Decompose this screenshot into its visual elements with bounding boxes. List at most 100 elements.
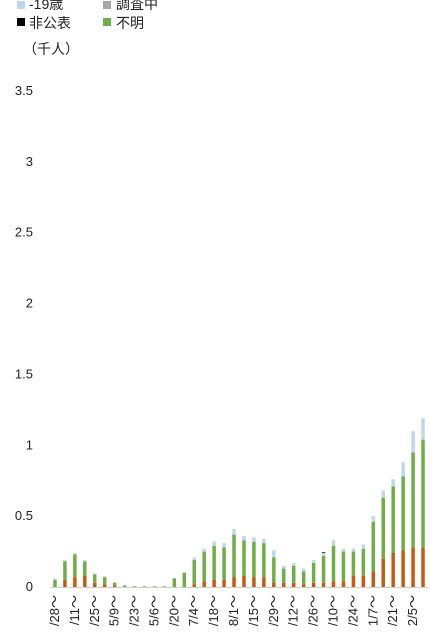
bar-segment	[331, 540, 336, 546]
bar-segment	[102, 584, 107, 587]
bar-segment	[321, 552, 326, 553]
y-tick-label: 3.5	[15, 83, 33, 98]
bar-segment	[122, 585, 127, 587]
bar-segment	[371, 516, 376, 522]
bar-segment	[391, 486, 395, 553]
bar-segment	[172, 578, 177, 587]
bar-segment	[63, 579, 67, 587]
bar-segment	[391, 552, 395, 587]
bar-segment	[421, 439, 425, 548]
bar-segment	[411, 431, 415, 453]
x-tick-label: /12～	[286, 595, 301, 626]
bar-segment	[83, 575, 87, 587]
bar-segment	[212, 545, 216, 580]
bar-segment	[361, 575, 366, 587]
bar-segment	[301, 584, 306, 587]
x-tick-label: /10～	[326, 595, 341, 626]
x-tick-label: 8/1～	[226, 595, 241, 626]
bar-segment	[262, 577, 266, 587]
x-tick-label: 1/7～	[365, 595, 380, 626]
bar-segment	[311, 562, 316, 583]
y-axis-ticks: 0 0.5 1 1.5 2 2.5 3 3.5	[15, 83, 33, 594]
y-tick-label: 0.5	[15, 508, 33, 523]
bar-segment	[242, 535, 246, 541]
bar-segment	[122, 584, 127, 586]
bar-segment	[112, 585, 117, 587]
bar-segment	[252, 577, 256, 587]
bar-segment	[291, 582, 296, 587]
y-tick-label: 1.5	[15, 366, 33, 381]
x-tick-label: /15～	[246, 595, 261, 626]
x-tick-label: /18～	[206, 595, 221, 626]
legend-label-unknown: 不明	[116, 15, 144, 31]
legend-label-under19: -19歳	[29, 0, 63, 12]
bar-segment	[272, 550, 276, 558]
bar-segment	[411, 547, 415, 587]
bar-segment	[182, 572, 187, 587]
bar-segment	[152, 586, 157, 587]
bar-segment	[232, 577, 236, 587]
bar-segment	[222, 547, 226, 580]
bar-segment	[262, 543, 266, 578]
bar-segment	[331, 545, 336, 582]
bar-segment	[93, 574, 97, 583]
legend-swatch-investigating	[103, 1, 111, 9]
bar-segment	[381, 558, 385, 587]
bar-segment	[73, 552, 77, 555]
bar-segment	[212, 579, 216, 587]
y-tick-label: 3	[26, 154, 33, 169]
x-tick-label: 7/4～	[186, 595, 201, 626]
bar-segment	[321, 552, 326, 556]
y-tick-label: 1	[26, 437, 33, 452]
bar-segment	[202, 548, 206, 552]
bar-segment	[192, 557, 196, 561]
bar-segment	[222, 579, 226, 587]
bar-segment	[252, 537, 256, 542]
x-tick-label: /28～	[47, 595, 62, 626]
bar-segment	[421, 418, 425, 440]
bar-segment	[282, 565, 286, 569]
bar-segment	[232, 534, 236, 578]
y-tick-label: 0	[26, 579, 33, 594]
bar-segment	[401, 550, 405, 587]
bar-segment	[102, 576, 107, 578]
x-tick-label: /25～	[87, 595, 102, 626]
bar-segment	[192, 584, 196, 587]
bar-segment	[242, 540, 246, 576]
bar-segment	[202, 581, 206, 587]
bar-segment	[212, 541, 216, 546]
bar-segment	[132, 586, 137, 587]
x-tick-label: /23～	[127, 595, 142, 626]
bar-segment	[291, 565, 296, 583]
bar-segment	[192, 560, 196, 585]
bar-segment	[321, 582, 326, 587]
bar-segment	[93, 582, 97, 587]
bar-segment	[341, 548, 346, 552]
bar-segment	[63, 560, 67, 562]
y-tick-label: 2.5	[15, 225, 33, 240]
bar-segment	[142, 586, 147, 587]
bar-segment	[222, 543, 226, 548]
y-tick-label: 2	[26, 296, 33, 311]
bar-segment	[361, 548, 366, 576]
y-axis-unit-label: （千人）	[23, 41, 79, 57]
bar-segment	[202, 551, 206, 582]
x-tick-label: 5/6～	[146, 595, 161, 626]
bar-segment	[351, 548, 356, 552]
bar-segment	[73, 554, 77, 578]
bar-segment	[341, 581, 346, 587]
bar-segment	[242, 575, 246, 587]
x-tick-label: /21～	[385, 595, 400, 626]
bar-segment	[311, 560, 316, 563]
bar-segment	[401, 462, 405, 477]
bar-segment	[112, 582, 117, 583]
bar-segment	[53, 579, 57, 587]
bar-segment	[341, 551, 346, 582]
x-tick-label: /11～	[67, 595, 82, 625]
bar-segment	[262, 538, 266, 544]
bar-segment	[102, 577, 107, 585]
bar-segment	[371, 571, 376, 587]
x-tick-label: 2/5～	[405, 595, 420, 626]
bar-segment	[311, 582, 316, 587]
x-axis-labels: /28～ /11～ /25～ 5/9～ /23～ 5/6～ /20～ 7/4～ /18～ 8/1～…	[47, 595, 420, 626]
